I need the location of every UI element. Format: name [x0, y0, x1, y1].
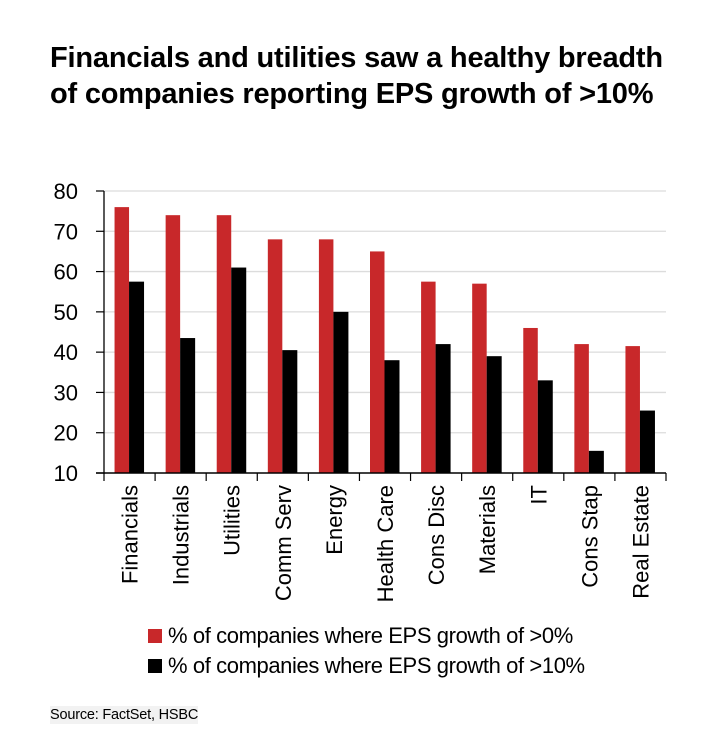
x-tick-label: Utilities	[220, 485, 245, 556]
x-tick-label: Comm Serv	[271, 485, 296, 601]
bar-eps-gt-0	[421, 281, 436, 473]
y-tick-label: 40	[54, 340, 78, 365]
bar-eps-gt-10	[180, 338, 196, 473]
bar-eps-gt-0	[370, 251, 385, 473]
y-tick-label: 10	[54, 461, 78, 486]
bar-eps-gt-0	[216, 215, 232, 473]
bar-eps-gt-0	[267, 239, 283, 473]
gridlines	[104, 190, 666, 434]
legend: % of companies where EPS growth of >0% %…	[148, 621, 585, 681]
legend-item-series-1: % of companies where EPS growth of >0%	[148, 621, 585, 651]
y-tick-label: 50	[54, 300, 78, 325]
bar-eps-gt-10	[129, 281, 145, 473]
legend-swatch-red	[148, 629, 162, 643]
bar-eps-gt-10	[384, 360, 400, 473]
x-tick-label: IT	[526, 485, 551, 505]
bar-eps-gt-10	[486, 356, 502, 473]
y-tick-label: 30	[54, 380, 78, 405]
bar-eps-gt-0	[114, 207, 130, 473]
bar-eps-gt-0	[625, 346, 640, 473]
x-tick-label: Financials	[118, 485, 143, 584]
bar-eps-gt-10	[282, 350, 298, 473]
bar-eps-gt-10	[639, 410, 655, 473]
bar-eps-gt-0	[523, 327, 538, 473]
bar-eps-gt-10	[231, 267, 247, 473]
y-axis: 10 20 30 40 50 60 70 80	[54, 179, 105, 486]
legend-label: % of companies where EPS growth of >10%	[168, 653, 585, 678]
legend-swatch-black	[148, 659, 162, 673]
bar-eps-gt-10	[435, 344, 451, 473]
x-tick-label: Real Estate	[628, 485, 653, 599]
x-tick-label: Health Care	[373, 485, 398, 602]
bars	[114, 207, 655, 473]
legend-item-series-2: % of companies where EPS growth of >10%	[148, 651, 585, 681]
y-tick-label: 60	[54, 260, 78, 285]
x-tick-label: Energy	[322, 485, 347, 555]
bar-eps-gt-0	[472, 283, 487, 473]
bar-eps-gt-0	[165, 215, 181, 473]
y-tick-label: 20	[54, 421, 78, 446]
bar-eps-gt-0	[574, 344, 589, 473]
x-axis	[96, 472, 667, 481]
bar-eps-gt-10	[333, 311, 349, 473]
source-note: Source: FactSet, HSBC	[50, 706, 199, 724]
x-tick-label: Cons Disc	[424, 485, 449, 585]
x-axis-labels: Financials Industrials Utilities Comm Serv E…	[118, 485, 654, 602]
x-tick-label: Materials	[475, 485, 500, 574]
bar-eps-gt-10	[537, 380, 553, 473]
chart-title: Financials and utilities saw a healthy b…	[50, 42, 663, 110]
bar-eps-gt-0	[318, 239, 334, 473]
y-tick-label: 70	[54, 219, 78, 244]
legend-label: % of companies where EPS growth of >0%	[168, 623, 573, 648]
y-tick-label: 80	[54, 179, 78, 204]
x-tick-label: Industrials	[169, 485, 194, 585]
bar-eps-gt-10	[588, 450, 604, 473]
x-tick-label: Cons Stap	[577, 485, 602, 588]
